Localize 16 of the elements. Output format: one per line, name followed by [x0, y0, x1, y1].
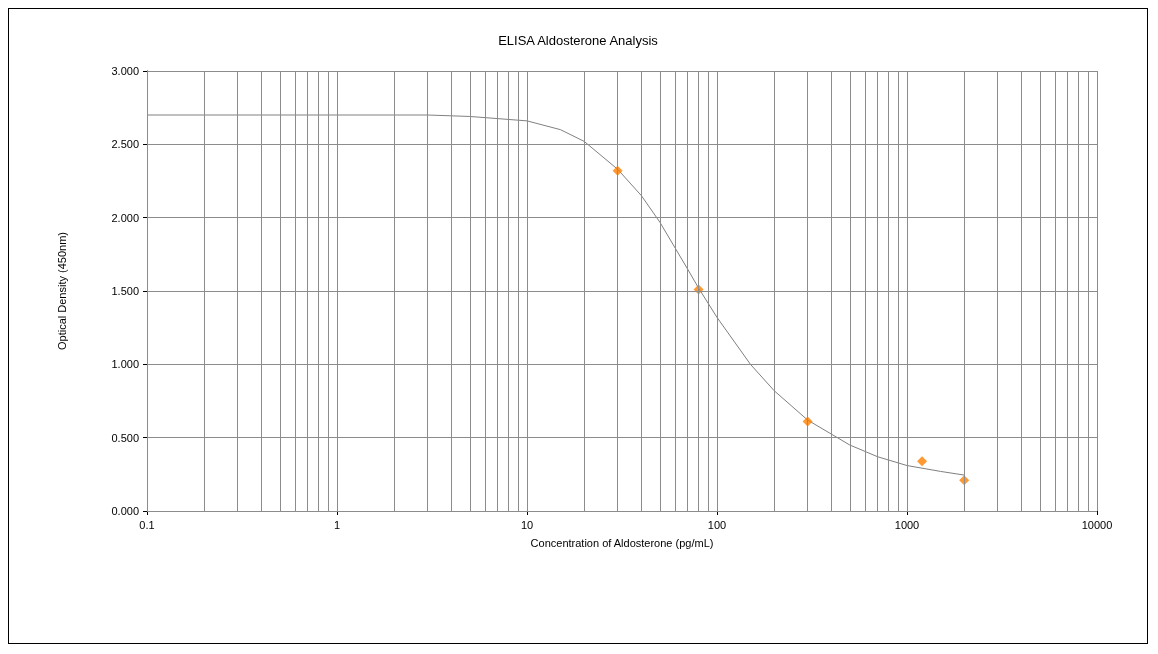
x-axis-title: Concentration of Aldosterone (pg/mL)	[530, 536, 714, 549]
x-tick-label: 100	[707, 518, 727, 531]
x-tick-label: 1000	[894, 518, 920, 531]
y-tick-label: 3.000	[111, 65, 139, 77]
y-axis-title: Optical Density (450nm)	[55, 232, 68, 350]
x-tick-label: 10	[520, 518, 534, 531]
y-tick-label: 2.500	[111, 138, 139, 151]
x-tick-label: 0.1	[139, 518, 155, 531]
x-tick-label: 10000	[1081, 518, 1113, 531]
x-tick-label: 1	[333, 518, 341, 531]
y-tick-label: 1.500	[111, 285, 139, 297]
y-tick-label: 0.000	[111, 505, 139, 517]
chart-title: ELISA Aldosterone Analysis	[498, 33, 659, 48]
y-tick-label: 2.000	[111, 211, 139, 224]
y-tick-label: 1.000	[111, 358, 139, 371]
y-tick-label: 0.500	[111, 431, 139, 444]
